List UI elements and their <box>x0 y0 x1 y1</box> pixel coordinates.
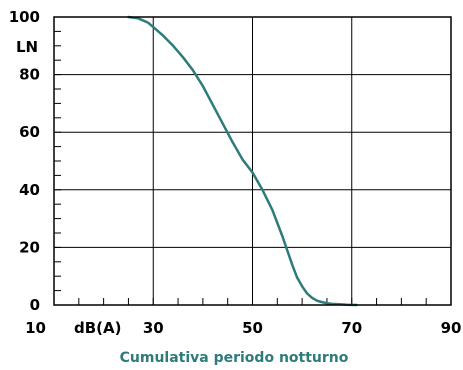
x-tick-label: 10 <box>25 319 46 337</box>
x-axis-label: dB(A) <box>74 319 122 337</box>
y-tick-label: 60 <box>19 123 40 141</box>
x-tick-label: 70 <box>341 319 362 337</box>
series-layer <box>127 15 358 307</box>
axis-layer <box>53 16 452 306</box>
y-tick-label: 80 <box>19 66 40 84</box>
chart-title: Cumulativa periodo notturno <box>120 350 349 366</box>
x-tick-label: 90 <box>441 319 462 337</box>
y-axis-label: LN <box>16 38 38 56</box>
grid-layer <box>54 17 451 305</box>
plot-frame <box>53 16 452 306</box>
series-line <box>127 15 358 307</box>
x-tick-label: 30 <box>143 319 164 337</box>
y-tick-label: 100 <box>9 8 40 26</box>
y-tick-label: 20 <box>19 238 40 256</box>
y-tick-label: 40 <box>19 181 40 199</box>
y-tick-label: 0 <box>30 296 40 314</box>
label-layer: LN dB(A) Cumulativa periodo notturno 0 20… <box>9 8 462 366</box>
x-tick-label: 50 <box>242 319 263 337</box>
